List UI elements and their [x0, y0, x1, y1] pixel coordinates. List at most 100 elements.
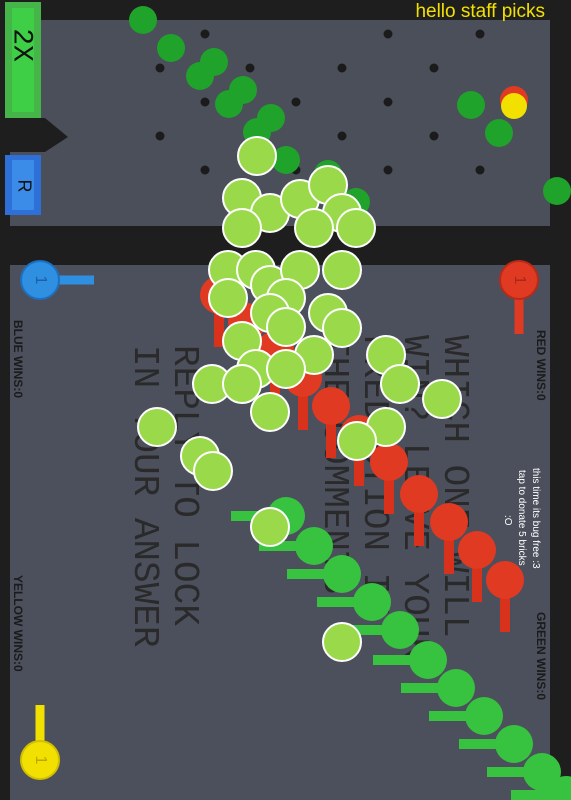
peg	[383, 29, 393, 39]
light-ball	[322, 308, 362, 348]
light-ball	[237, 136, 277, 176]
green-pin	[547, 776, 571, 800]
green-brick	[373, 655, 428, 665]
green-ball	[157, 34, 185, 62]
light-ball	[294, 208, 334, 248]
green-ball	[129, 6, 157, 34]
green-ball	[272, 146, 300, 174]
red-player-label: 1	[511, 276, 528, 285]
green-brick	[345, 625, 400, 635]
peg	[155, 131, 165, 141]
red-pin	[458, 531, 496, 569]
note: :O	[502, 515, 513, 526]
light-ball	[322, 250, 362, 290]
note: this time its bug free :3	[530, 468, 541, 569]
light-ball	[322, 622, 362, 662]
red-brick	[414, 494, 424, 546]
red-pin	[400, 475, 438, 513]
light-ball	[250, 507, 290, 547]
peg	[429, 131, 439, 141]
red-brick	[298, 378, 308, 430]
red-brick	[472, 550, 482, 602]
light-ball	[137, 407, 177, 447]
banner: hello staff picks	[415, 1, 545, 22]
yellow-player	[20, 740, 60, 780]
green-pin	[381, 611, 419, 649]
red-pin	[312, 387, 350, 425]
light-ball	[208, 278, 248, 318]
red-brick	[384, 462, 394, 514]
yellow-player-label: 1	[32, 756, 49, 765]
green-pin	[295, 527, 333, 565]
light-ball	[250, 392, 290, 432]
green-pin	[495, 725, 533, 763]
blue-player-label: 1	[32, 276, 49, 285]
light-ball	[266, 307, 306, 347]
peg	[383, 165, 393, 175]
note: tap to donate 5 bricks	[516, 470, 527, 566]
green-ball	[257, 104, 285, 132]
peg	[245, 63, 255, 73]
green-pin	[523, 753, 561, 791]
light-ball	[337, 421, 377, 461]
green-pin	[323, 555, 361, 593]
peg	[337, 131, 347, 141]
balls	[129, 6, 571, 800]
green-brick	[259, 541, 314, 551]
green-ball	[457, 91, 485, 119]
green-pin	[409, 641, 447, 679]
red-brick	[326, 406, 336, 458]
r-button-inner	[12, 160, 34, 210]
green-brick	[401, 683, 456, 693]
green-pin	[437, 669, 475, 707]
red-brick	[444, 522, 454, 574]
yellow-ball	[501, 93, 527, 119]
light-ball	[422, 379, 462, 419]
multiplier-label: 2X	[6, 28, 37, 62]
peg	[475, 165, 485, 175]
red-brick	[500, 580, 510, 632]
green-ball	[543, 177, 571, 205]
peg	[383, 97, 393, 107]
peg	[337, 63, 347, 73]
r-button-label[interactable]: R	[14, 180, 34, 193]
green-brick	[487, 767, 542, 777]
green-brick	[511, 790, 566, 800]
green-brick	[287, 569, 342, 579]
light-ball	[336, 208, 376, 248]
peg	[200, 165, 210, 175]
blue-player	[20, 260, 60, 300]
light-ball	[222, 208, 262, 248]
blue-score: BLUE WINS:0	[11, 320, 25, 398]
light-ball	[266, 349, 306, 389]
green-brick	[317, 597, 372, 607]
peg	[429, 63, 439, 73]
green-score: GREEN WINS:0	[534, 612, 548, 700]
green-pin	[465, 697, 503, 735]
peg	[155, 63, 165, 73]
yellow-score: YELLOW WINS:0	[11, 575, 25, 672]
red-player	[499, 260, 539, 300]
green-ball	[200, 48, 228, 76]
red-brick	[214, 295, 224, 347]
red-pin	[370, 443, 408, 481]
red-pin	[430, 503, 468, 541]
peg	[475, 29, 485, 39]
reply-line: IN YOUR ANSWER	[124, 345, 165, 647]
pegs	[155, 29, 485, 175]
green-brick	[459, 739, 514, 749]
red-score: RED WINS:0	[534, 330, 548, 401]
green-brick	[429, 711, 484, 721]
peg	[291, 97, 301, 107]
green-ball	[229, 76, 257, 104]
green-pin	[353, 583, 391, 621]
red-pin	[486, 561, 524, 599]
light-ball	[193, 451, 233, 491]
multiplier-inner	[12, 8, 34, 112]
light-ball	[380, 364, 420, 404]
peg	[200, 29, 210, 39]
light-ball	[222, 364, 262, 404]
launcher	[0, 118, 68, 152]
